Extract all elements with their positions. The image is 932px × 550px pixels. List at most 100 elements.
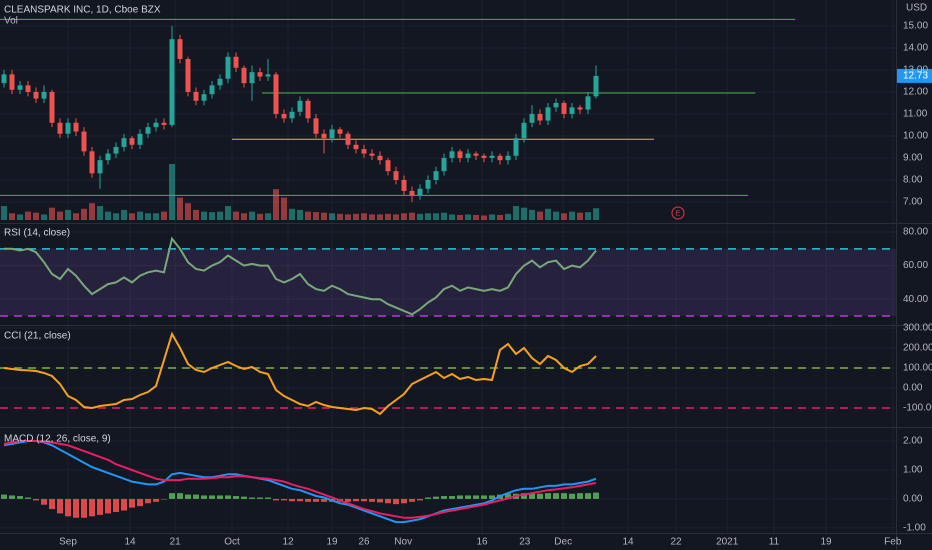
histogram-bar [49, 498, 55, 510]
histogram-bar [161, 498, 167, 500]
volume-bar [457, 214, 463, 220]
histogram-bar [489, 495, 495, 499]
volume-bar [273, 189, 279, 220]
volume-bar [545, 208, 551, 220]
x-tick-label: Sep [59, 537, 77, 548]
candle-body [257, 72, 263, 77]
y-tick-label: -100.00 [903, 403, 932, 414]
histogram-bar [433, 496, 439, 499]
x-tick-label: 21 [170, 537, 182, 548]
marks [0, 18, 932, 524]
candle-body [553, 102, 559, 108]
x-tick-label: 19 [820, 537, 832, 548]
histogram-bar [537, 493, 543, 499]
histogram-bar [97, 498, 103, 515]
volume-bar [249, 211, 255, 220]
volume-bar [129, 213, 135, 220]
histogram-bar [177, 493, 183, 499]
volume-bar [89, 203, 95, 220]
histogram-bar [129, 498, 135, 508]
histogram-bar [521, 493, 527, 499]
volume-bar [185, 203, 191, 220]
pane-title: CLEANSPARK INC, 1D, Cboe BZX [4, 5, 161, 16]
histogram-bar [9, 495, 15, 499]
histogram-bar [305, 498, 311, 502]
histogram-bar [569, 493, 575, 499]
volume-bar [337, 213, 343, 220]
candle-body [65, 122, 71, 134]
x-tick-label: Dec [554, 537, 572, 548]
candle-body [481, 155, 487, 158]
volume-bar [121, 209, 127, 220]
y-tick-label: 1.00 [903, 465, 923, 476]
volume-bar [481, 215, 487, 220]
labels: CLEANSPARK INC, 1D, Cboe BZX 7.00 8.00 9.00… [4, 3, 932, 548]
candle-body [497, 155, 503, 161]
candle-body [593, 75, 599, 97]
candle-body [457, 151, 463, 158]
histogram-bar [321, 498, 327, 502]
candle-body [33, 91, 39, 99]
candle-body [321, 133, 327, 139]
histogram-bar [233, 496, 239, 499]
volume-bar [369, 214, 375, 220]
y-tick-label: 40.00 [903, 294, 928, 305]
histogram-bar [457, 495, 463, 499]
histogram-bar [297, 498, 303, 502]
volume-bar [449, 214, 455, 220]
x-tick-label: 14 [124, 537, 136, 548]
y-tick-label: 300.00 [903, 323, 932, 334]
volume-bar [377, 214, 383, 220]
x-tick-label: 12 [282, 537, 294, 548]
candle-body [249, 72, 255, 84]
candle-body [265, 74, 271, 77]
candle-body [97, 160, 103, 174]
candle-body [1, 74, 7, 84]
y-tick-label: 9.00 [903, 153, 923, 164]
candle-body [201, 94, 207, 101]
candle-body [113, 146, 119, 154]
volume-bar [57, 211, 63, 220]
histogram-bar [561, 493, 567, 499]
candle-body [401, 179, 407, 191]
candle-body [489, 155, 495, 158]
candle-body [49, 91, 55, 123]
candle-body [361, 149, 367, 154]
histogram-bar [281, 498, 287, 501]
candle-body [569, 107, 575, 114]
volume-bar [425, 213, 431, 220]
volume-bar [353, 213, 359, 220]
candle-body [233, 56, 239, 68]
candle-body [177, 39, 183, 59]
candle-body [209, 85, 215, 95]
candle-body [409, 190, 415, 196]
macd-line [3, 440, 597, 524]
histogram-bar [441, 496, 447, 499]
volume-bar [561, 213, 567, 220]
x-tick-label: 2021 [716, 537, 739, 548]
volume-bar [153, 213, 159, 220]
candle-body [9, 74, 15, 90]
histogram-bar [449, 496, 455, 499]
histogram-bar [505, 493, 511, 499]
volume-bar [497, 214, 503, 220]
volume-bar [145, 213, 151, 220]
band-fill [0, 248, 896, 316]
candle-body [353, 144, 359, 150]
volume-bar [289, 208, 295, 220]
volume-bar [137, 211, 143, 220]
histogram-bar [409, 498, 415, 502]
histogram-bar [257, 497, 263, 499]
candle-body [289, 111, 295, 119]
x-tick-label: 11 [769, 537, 780, 548]
candle-body [473, 153, 479, 156]
candle-body [145, 127, 151, 134]
candle-body [313, 118, 319, 134]
x-tick-label: Oct [224, 537, 240, 548]
histogram-bar [145, 498, 151, 504]
candle-body [537, 113, 543, 121]
y-tick-label: 200.00 [903, 343, 932, 354]
volume-bar [513, 206, 519, 220]
